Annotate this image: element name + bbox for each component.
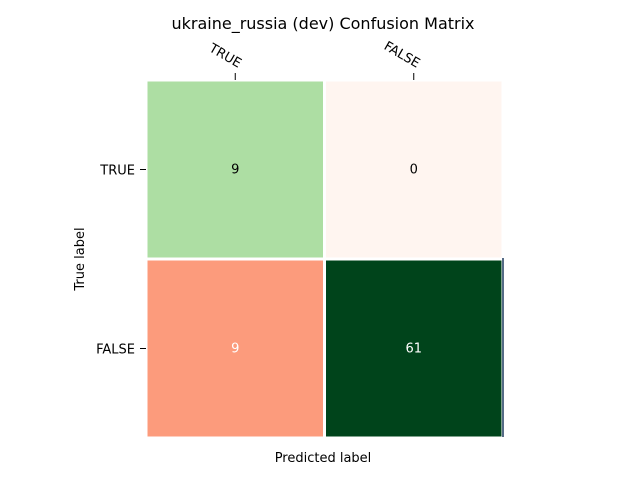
cell-value-label: 61 xyxy=(405,342,422,357)
y-axis-ticks: TRUE FALSE xyxy=(96,164,146,358)
x-axis-ticks: TRUE FALSE xyxy=(205,39,422,80)
y-tick-label: FALSE xyxy=(96,343,135,358)
x-tick-label: TRUE xyxy=(205,41,243,72)
y-tick-label: TRUE xyxy=(99,164,135,179)
x-tick-label: FALSE xyxy=(381,39,422,71)
y-axis-label: True label xyxy=(73,227,88,291)
x-axis-label: Predicted label xyxy=(275,451,372,466)
matrix-cell-1-0 xyxy=(144,257,326,440)
heatmap-cells: 9 0 9 61 xyxy=(144,78,505,440)
matrix-cell-0-0 xyxy=(144,78,326,261)
matrix-cell-0-1 xyxy=(323,78,505,261)
cell-value-label: 0 xyxy=(410,163,418,178)
cell-value-label: 9 xyxy=(231,342,239,357)
cell-value-label: 9 xyxy=(231,163,239,178)
chart-title: ukraine_russia (dev) Confusion Matrix xyxy=(171,14,474,34)
